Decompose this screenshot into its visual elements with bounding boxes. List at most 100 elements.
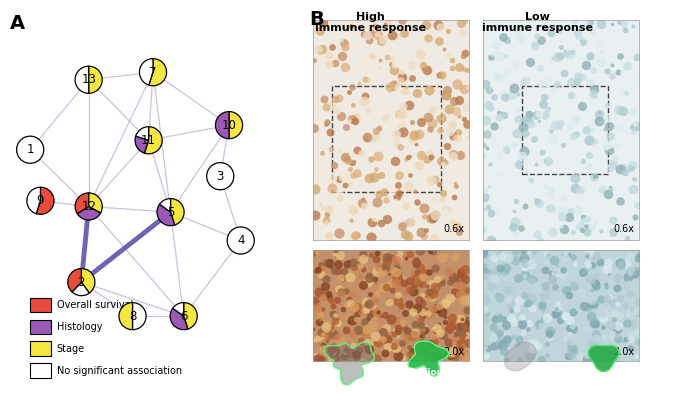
Point bbox=[623, 253, 634, 260]
Point bbox=[584, 275, 595, 282]
Point bbox=[361, 326, 372, 333]
Point bbox=[563, 50, 574, 57]
Point bbox=[371, 20, 382, 27]
Point bbox=[423, 310, 434, 316]
Point bbox=[341, 124, 352, 130]
Point bbox=[358, 196, 369, 203]
Point bbox=[552, 298, 563, 304]
Point bbox=[444, 269, 455, 275]
Point bbox=[365, 248, 376, 255]
Point bbox=[568, 253, 579, 260]
Point bbox=[317, 204, 328, 211]
Point bbox=[541, 259, 551, 265]
Point bbox=[373, 152, 384, 159]
Point bbox=[574, 33, 585, 40]
Point bbox=[533, 118, 544, 124]
Point bbox=[398, 280, 409, 286]
Point bbox=[341, 347, 352, 353]
Point bbox=[391, 269, 402, 275]
Point bbox=[358, 266, 369, 272]
Point bbox=[425, 288, 436, 294]
Point bbox=[449, 351, 460, 357]
Point bbox=[363, 212, 374, 218]
Point bbox=[339, 352, 350, 359]
Point bbox=[581, 127, 592, 134]
Point bbox=[455, 152, 466, 158]
Point bbox=[454, 229, 464, 235]
Point bbox=[611, 275, 622, 281]
Point bbox=[634, 299, 645, 305]
Point bbox=[613, 125, 624, 131]
Point bbox=[586, 297, 597, 303]
Point bbox=[500, 331, 511, 338]
Point bbox=[455, 340, 466, 347]
Point bbox=[313, 48, 324, 55]
Point bbox=[478, 194, 489, 201]
Point bbox=[372, 289, 383, 296]
Point bbox=[573, 72, 584, 79]
Point bbox=[483, 102, 494, 108]
Point bbox=[590, 138, 601, 144]
Point bbox=[392, 328, 403, 334]
Point bbox=[500, 70, 511, 76]
Point bbox=[343, 89, 354, 95]
Point bbox=[523, 299, 534, 306]
Point bbox=[528, 282, 539, 289]
Text: 0.6x: 0.6x bbox=[443, 224, 464, 234]
Point bbox=[391, 33, 402, 40]
Point bbox=[346, 159, 357, 165]
Point bbox=[555, 52, 566, 59]
Point bbox=[513, 275, 524, 281]
Point bbox=[315, 316, 326, 322]
Point bbox=[541, 352, 552, 359]
Point bbox=[558, 70, 569, 76]
Point bbox=[492, 357, 503, 364]
Point bbox=[566, 208, 577, 214]
Point bbox=[461, 355, 472, 361]
Point bbox=[460, 320, 471, 327]
Point bbox=[524, 352, 534, 359]
Point bbox=[512, 248, 523, 255]
Point bbox=[524, 117, 534, 124]
Point bbox=[542, 341, 553, 348]
Point bbox=[558, 314, 569, 320]
Point bbox=[362, 135, 373, 141]
Point bbox=[496, 267, 507, 273]
Point bbox=[500, 264, 511, 271]
Point bbox=[318, 342, 328, 348]
Point bbox=[447, 254, 458, 260]
Point bbox=[492, 292, 503, 299]
Point bbox=[353, 327, 364, 333]
Point bbox=[539, 183, 550, 190]
Point bbox=[456, 271, 466, 277]
Point bbox=[534, 65, 545, 71]
Point bbox=[447, 105, 458, 112]
Point bbox=[530, 161, 541, 167]
Point bbox=[429, 328, 440, 334]
Point bbox=[531, 112, 542, 119]
Point bbox=[560, 251, 571, 257]
Point bbox=[410, 330, 421, 336]
Point bbox=[577, 214, 588, 220]
Point bbox=[408, 309, 419, 315]
Point bbox=[420, 323, 431, 330]
Point bbox=[419, 294, 430, 300]
Point bbox=[329, 162, 340, 168]
Point bbox=[500, 354, 511, 360]
Point bbox=[583, 303, 594, 310]
Point bbox=[488, 255, 499, 261]
Point bbox=[565, 121, 576, 128]
Point bbox=[425, 281, 436, 287]
Point bbox=[539, 250, 550, 256]
Point bbox=[477, 132, 488, 138]
Point bbox=[608, 316, 619, 322]
Point bbox=[606, 73, 617, 79]
Point bbox=[343, 117, 354, 124]
Point bbox=[458, 326, 469, 332]
Point bbox=[448, 152, 459, 159]
Point bbox=[370, 298, 381, 304]
Point bbox=[415, 152, 426, 158]
Point bbox=[448, 97, 459, 104]
Point bbox=[320, 121, 331, 127]
Point bbox=[509, 256, 520, 262]
